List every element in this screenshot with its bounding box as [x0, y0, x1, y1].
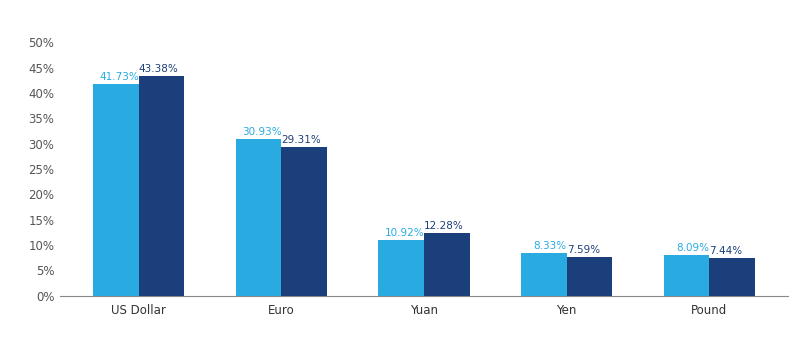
Bar: [236, 139, 282, 296]
Bar: [93, 84, 138, 296]
Text: 8.33%: 8.33%: [534, 241, 566, 251]
Bar: [521, 253, 566, 296]
Bar: [710, 258, 755, 296]
Text: 41.73%: 41.73%: [99, 72, 138, 82]
Bar: [566, 257, 612, 296]
Text: 8.09%: 8.09%: [676, 243, 710, 253]
Bar: [282, 147, 327, 296]
Text: 43.38%: 43.38%: [138, 64, 178, 74]
Text: 7.59%: 7.59%: [566, 245, 600, 255]
Bar: [424, 233, 470, 296]
Bar: [378, 240, 424, 296]
Bar: [664, 255, 710, 296]
Text: 7.44%: 7.44%: [710, 246, 742, 256]
Text: 29.31%: 29.31%: [282, 135, 321, 145]
Text: 30.93%: 30.93%: [242, 127, 282, 137]
Bar: [138, 76, 184, 296]
Text: 10.92%: 10.92%: [384, 228, 424, 238]
Text: 12.28%: 12.28%: [424, 221, 464, 231]
